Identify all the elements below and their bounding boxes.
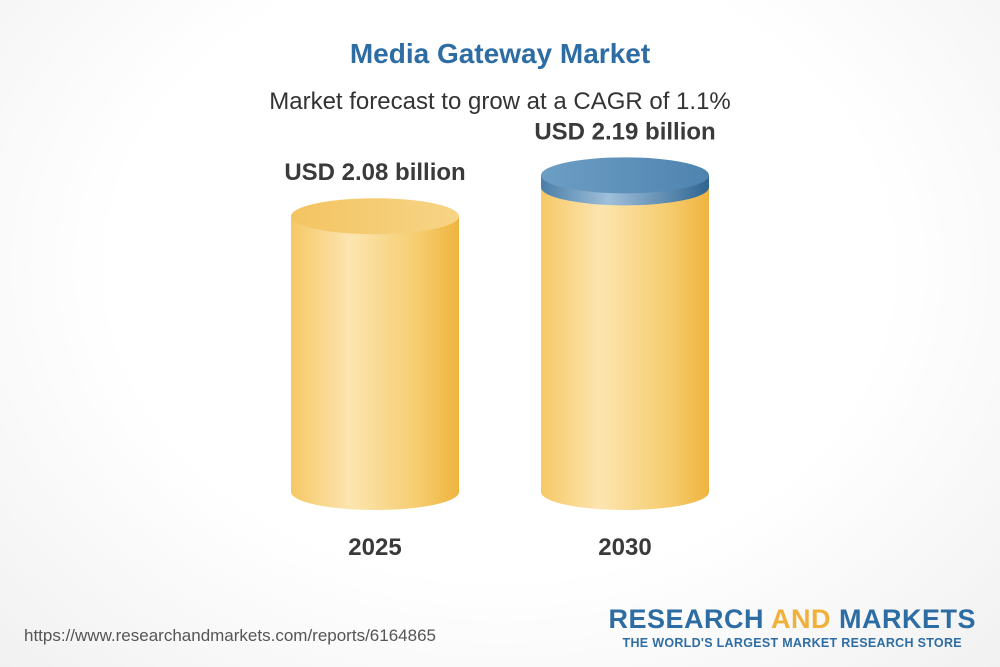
chart-subtitle: Market forecast to grow at a CAGR of 1.1…: [269, 88, 731, 115]
brand-tagline: THE WORLD'S LARGEST MARKET RESEARCH STOR…: [622, 636, 962, 650]
category-label: 2025: [348, 534, 401, 561]
cylinder-top: [541, 157, 709, 194]
chart-title: Media Gateway Market: [349, 38, 651, 69]
value-label: USD 2.19 billion: [534, 118, 715, 145]
value-label: USD 2.08 billion: [284, 159, 465, 186]
source-url[interactable]: https://www.researchandmarkets.com/repor…: [24, 626, 436, 645]
cylinder-2025: USD 2.08 billion 2025: [284, 159, 465, 561]
brand-name-part1: RESEARCH: [608, 604, 771, 634]
brand-logo[interactable]: RESEARCH AND MARKETS THE WORLD'S LARGEST…: [608, 604, 976, 652]
brand-name-accent: AND: [771, 604, 831, 634]
category-label: 2030: [598, 534, 651, 561]
cylinder-body: [541, 175, 709, 510]
cylinder-top: [291, 198, 459, 235]
brand-name: RESEARCH AND MARKETS: [608, 604, 976, 634]
cylinder-body: [291, 216, 459, 511]
cylinder-2030: USD 2.19 billion 2030: [534, 118, 715, 561]
brand-name-part2: MARKETS: [831, 604, 976, 634]
